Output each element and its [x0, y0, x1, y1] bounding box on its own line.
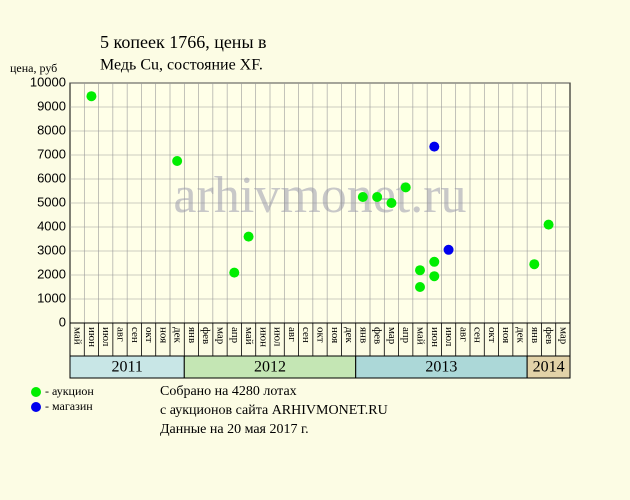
year-label: 2014	[533, 359, 565, 376]
data-point	[357, 192, 368, 202]
y-tick-label: 8000	[37, 122, 66, 137]
legend-label: - аукцион	[45, 384, 94, 398]
x-tick-label: июл	[100, 327, 112, 347]
data-point	[529, 259, 540, 270]
y-tick-label: 2000	[37, 266, 66, 281]
data-point	[372, 192, 383, 202]
legend-marker	[31, 402, 41, 412]
x-tick-label: янв	[357, 327, 369, 343]
x-tick-label: июн	[257, 327, 269, 347]
x-tick-label: окт	[486, 327, 498, 343]
y-tick-label: 3000	[37, 242, 66, 257]
y-tick-label: 9000	[37, 98, 66, 113]
y-axis-label: цена, руб	[10, 61, 57, 75]
x-tick-label: июн	[86, 327, 98, 347]
x-tick-label: июл	[272, 327, 284, 347]
note: Данные на 20 мая 2017 г.	[160, 422, 309, 437]
x-tick-label: фев	[200, 327, 212, 344]
data-point	[243, 231, 254, 242]
x-tick-label: апр	[229, 327, 241, 344]
data-point	[443, 244, 454, 255]
x-tick-label: июл	[443, 327, 455, 347]
y-tick-label: 1000	[37, 290, 66, 305]
data-point	[172, 156, 183, 166]
data-point	[86, 91, 97, 102]
x-tick-label: янв	[186, 327, 198, 343]
x-tick-label: авг	[286, 327, 298, 342]
x-tick-label: дек	[514, 327, 526, 343]
note: с аукционов сайта ARHIVMONET.RU	[160, 403, 388, 418]
data-point	[415, 265, 425, 276]
data-point	[429, 256, 440, 267]
x-tick-label: авг	[457, 327, 469, 342]
legend-label: - магазин	[45, 399, 93, 413]
x-tick-label: дек	[172, 327, 184, 343]
year-band	[526, 355, 571, 379]
x-tick-label: сен	[300, 327, 312, 343]
data-point	[229, 267, 240, 278]
x-tick-label: ноя	[500, 327, 512, 343]
y-tick-label: 0	[59, 314, 66, 329]
year-label: 2011	[111, 359, 142, 376]
x-tick-label: мар	[557, 327, 569, 345]
y-tick-label: 6000	[37, 170, 66, 185]
x-tick-label: мар	[386, 327, 398, 345]
y-tick-label: 4000	[37, 218, 66, 233]
chart-title: 5 копеек 1766, цены в	[100, 32, 267, 52]
year-label: 2013	[425, 359, 457, 376]
chart-subtitle: Медь Cu, состояние XF.	[100, 57, 263, 74]
data-point	[400, 182, 411, 193]
x-tick-label: янв	[529, 327, 541, 343]
x-tick-label: май	[414, 327, 426, 345]
x-tick-label: май	[72, 327, 84, 345]
x-tick-label: ноя	[329, 327, 341, 343]
x-tick-label: ноя	[157, 327, 169, 343]
note: Собрано на 4280 лотах	[160, 384, 297, 399]
x-tick-label: июн	[429, 327, 441, 347]
data-point	[429, 141, 440, 152]
x-tick-label: окт	[314, 327, 326, 343]
x-tick-label: авг	[114, 327, 126, 342]
y-tick-label: 5000	[37, 194, 66, 209]
legend-marker	[31, 387, 41, 397]
x-tick-label: фев	[543, 327, 555, 344]
x-tick-label: апр	[400, 327, 412, 344]
data-point	[415, 282, 425, 292]
x-tick-label: сен	[129, 327, 141, 343]
y-tick-label: 7000	[37, 146, 66, 161]
watermark: arhivmonet.ru	[173, 167, 466, 224]
x-tick-label: май	[243, 327, 255, 345]
year-label: 2012	[254, 359, 286, 376]
data-point	[386, 198, 397, 208]
x-tick-label: мар	[214, 327, 226, 345]
x-tick-label: окт	[143, 327, 155, 343]
data-point	[429, 271, 440, 282]
y-tick-label: 10000	[30, 74, 66, 89]
x-tick-label: сен	[472, 327, 484, 343]
data-point	[543, 219, 554, 230]
x-tick-label: дек	[343, 327, 355, 343]
x-tick-label: фев	[372, 327, 384, 344]
